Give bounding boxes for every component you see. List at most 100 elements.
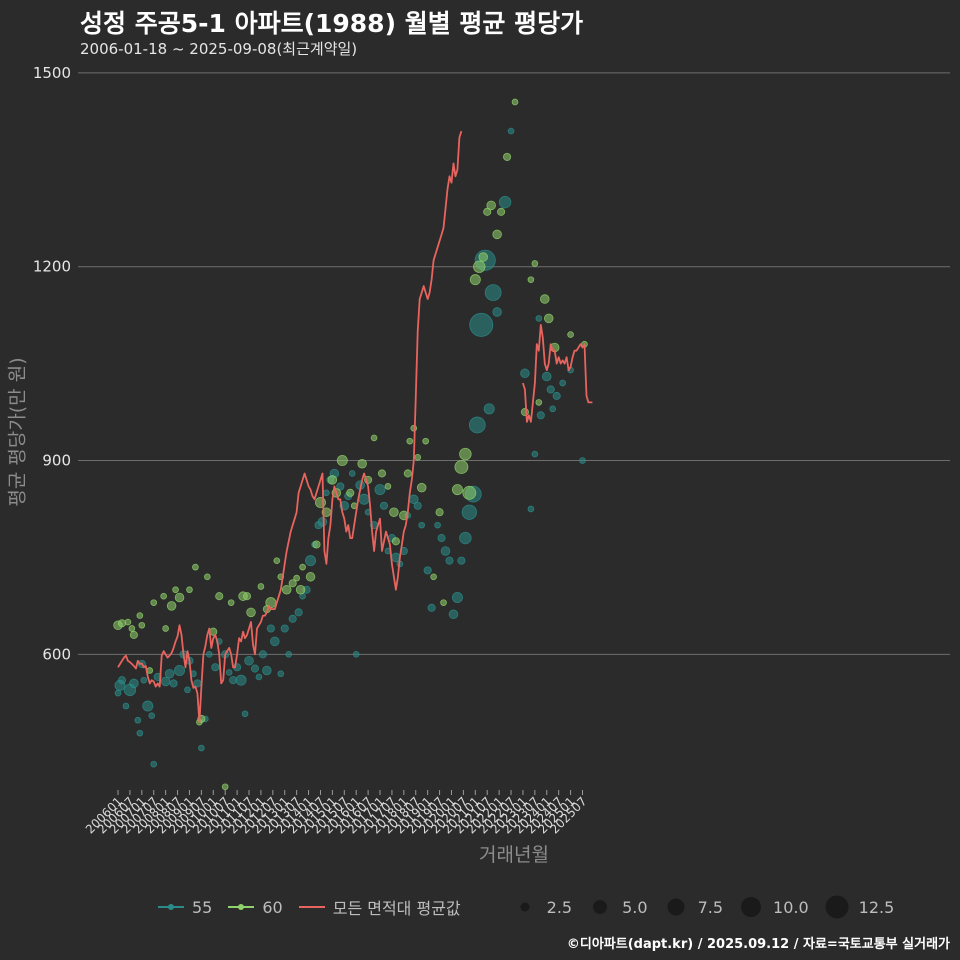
point-55 (559, 379, 566, 387)
average-line-segment (522, 323, 593, 423)
point-55 (492, 307, 502, 317)
point-60 (370, 434, 378, 442)
chart-title: 성정 주공5-1 아파트(1988) 월별 평균 평당가 (80, 9, 584, 38)
legend-size-key-3 (667, 898, 685, 916)
point-60 (293, 574, 300, 582)
point-60 (483, 207, 492, 216)
point-60 (410, 424, 418, 432)
point-60 (497, 207, 506, 216)
point-55 (317, 517, 328, 527)
point-60 (138, 621, 146, 629)
point-60 (150, 599, 158, 606)
point-55 (142, 700, 154, 712)
point-60 (129, 630, 138, 639)
point-55 (336, 482, 345, 491)
grid-lines (78, 72, 950, 655)
point-60 (520, 408, 529, 417)
point-55 (520, 368, 530, 379)
point-55 (459, 531, 472, 545)
point-55 (427, 603, 436, 612)
point-55 (451, 592, 463, 603)
point-55 (198, 744, 205, 752)
point-55 (468, 416, 486, 434)
legend-size-label-2: 5.0 (622, 897, 648, 917)
point-60 (435, 508, 444, 517)
point-55 (542, 371, 552, 382)
point-55 (413, 501, 422, 510)
legend-key-60 (228, 904, 255, 910)
point-60 (246, 607, 256, 618)
point-55 (160, 676, 171, 687)
point-55 (434, 521, 441, 529)
point-60 (192, 563, 199, 571)
point-55 (423, 566, 432, 575)
point-60 (462, 485, 477, 500)
point-60 (473, 260, 486, 273)
point-60 (257, 583, 265, 590)
point-60 (440, 599, 447, 606)
point-60 (384, 483, 392, 490)
point-55 (117, 676, 127, 685)
legend-size-key-5 (825, 895, 849, 919)
point-60 (305, 572, 316, 582)
point-60 (174, 592, 185, 603)
point-55 (280, 624, 289, 633)
point-55 (507, 127, 515, 135)
legend-label-60: 60 (262, 897, 283, 917)
point-55 (235, 674, 247, 686)
average-line (117, 130, 593, 724)
point-55 (418, 521, 426, 529)
point-55 (285, 651, 293, 658)
point-60 (295, 584, 306, 595)
point-60 (186, 586, 193, 594)
point-60 (416, 482, 427, 493)
point-55 (136, 729, 144, 737)
point-60 (540, 294, 550, 304)
point-60 (454, 460, 469, 474)
chart-subtitle: 2006-01-18 ~ 2025-09-08(최근계약일) (80, 40, 358, 58)
point-55 (258, 650, 267, 659)
point-55 (184, 686, 191, 694)
legend-size-item-5: 12.5 (823, 895, 894, 919)
legend-size-label-1: 2.5 (546, 897, 573, 917)
point-55 (531, 450, 539, 458)
point-60 (357, 459, 367, 469)
point-60 (204, 573, 211, 581)
legend-size-key-1 (520, 902, 530, 912)
point-55 (535, 315, 543, 322)
point-55 (374, 484, 386, 496)
point-60 (486, 200, 496, 211)
point-55 (205, 651, 213, 658)
point-60 (327, 475, 338, 485)
point-55 (536, 411, 545, 420)
point-60 (459, 447, 472, 461)
point-60 (162, 625, 169, 632)
point-60 (422, 437, 429, 445)
legend-key-average (298, 906, 325, 908)
point-55 (448, 609, 459, 620)
point-60 (128, 625, 136, 632)
point-55 (527, 505, 535, 513)
legend-item-average: 모든 면적대 평균값 (298, 895, 461, 919)
point-55 (225, 669, 233, 676)
point-55 (241, 710, 249, 718)
point-60 (166, 601, 177, 611)
point-60 (288, 579, 297, 588)
point-60 (531, 260, 539, 267)
point-55 (277, 670, 285, 678)
point-55 (169, 679, 178, 688)
point-60 (527, 276, 535, 283)
legend-size-label-4: 10.0 (773, 897, 809, 917)
point-60 (389, 507, 399, 517)
point-55 (255, 673, 263, 681)
legend-size-key-2 (593, 900, 608, 914)
point-55 (148, 712, 156, 720)
point-55 (129, 678, 139, 689)
legend-item-60: 60 (228, 897, 283, 917)
point-60 (478, 252, 489, 262)
point-55 (122, 702, 130, 710)
point-55 (305, 555, 317, 567)
point-55 (294, 608, 303, 617)
point-60 (346, 488, 355, 497)
